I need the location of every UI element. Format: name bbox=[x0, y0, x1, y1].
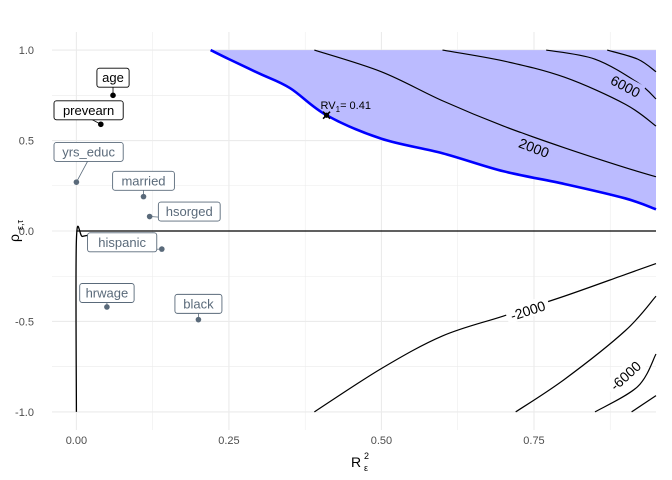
contour-label: -2000 bbox=[504, 295, 551, 325]
covariate-label-box bbox=[53, 100, 124, 121]
covariate-label: hsorged bbox=[166, 204, 213, 219]
covariate-label: prevearn bbox=[63, 103, 114, 118]
covariate-prevearn: prevearn bbox=[53, 100, 124, 128]
y-axis-title-sub: ε,τ bbox=[15, 219, 25, 230]
covariate-label: hrwage bbox=[86, 286, 129, 301]
y-tick-label: 0.0 bbox=[19, 226, 34, 238]
breakdown-shaded-region bbox=[210, 50, 656, 210]
covariate-label: yrs_educ bbox=[62, 144, 115, 159]
covariate-leader bbox=[76, 159, 89, 183]
x-axis-title-sub: ε bbox=[364, 463, 368, 473]
covariate-label: hispanic bbox=[98, 235, 146, 250]
covariate-label-box bbox=[174, 293, 223, 314]
covariate-label: married bbox=[121, 173, 165, 188]
contour-line bbox=[594, 353, 657, 413]
x-tick-label: 0.75 bbox=[523, 435, 544, 447]
contour-line bbox=[607, 49, 657, 73]
covariate-label-box bbox=[112, 170, 175, 191]
covariate-hrwage: hrwage bbox=[79, 283, 135, 310]
covariate-label: black bbox=[183, 296, 214, 311]
covariate-label-box bbox=[87, 232, 158, 253]
x-axis-title-sup: 2 bbox=[364, 451, 369, 461]
covariate-label-box bbox=[157, 201, 221, 222]
x-axis-title-main: R bbox=[351, 454, 361, 470]
rv-point bbox=[323, 112, 330, 118]
contour-line bbox=[631, 395, 657, 413]
contour-label: -6000 bbox=[603, 354, 647, 396]
covariate-black: black bbox=[174, 293, 223, 323]
covariate-hsorged: hsorged bbox=[146, 201, 221, 222]
x-tick-label: 0.50 bbox=[371, 435, 392, 447]
x-tick-label: 0.00 bbox=[66, 435, 87, 447]
covariate-label: age bbox=[102, 70, 124, 85]
zero-contour bbox=[75, 225, 656, 412]
y-tick-label: 0.5 bbox=[19, 136, 34, 148]
covariate-hispanic: hispanic bbox=[87, 232, 165, 253]
y-axis-title: ρ ε,τ bbox=[6, 219, 25, 241]
x-tick-label: 0.25 bbox=[218, 435, 239, 447]
axis-ticks: 0.00 0.25 0.50 0.75 -1.0 -0.5 0.0 0.5 1.0 bbox=[15, 45, 545, 447]
covariate-label-box bbox=[96, 67, 130, 88]
x-axis-title: R 2 ε bbox=[351, 451, 369, 473]
breakdown-boundary-line bbox=[210, 48, 657, 211]
svg-text:R: R bbox=[351, 454, 361, 470]
y-tick-label: 1.0 bbox=[19, 45, 34, 57]
contour-line bbox=[546, 49, 657, 100]
rv-label: RV1= 0.41 bbox=[321, 100, 371, 114]
y-tick-label: -0.5 bbox=[15, 316, 34, 328]
covariate-yrs-educ: yrs_educ bbox=[53, 141, 124, 185]
covariate-age: age bbox=[96, 67, 130, 99]
covariate-married: married bbox=[112, 170, 175, 200]
contour-line bbox=[515, 295, 657, 413]
covariate-label-box bbox=[79, 283, 135, 303]
contour-line bbox=[442, 49, 657, 127]
contour-line bbox=[314, 262, 657, 413]
contour-line bbox=[314, 49, 657, 178]
zero-contour-vertical bbox=[75, 225, 107, 412]
contour-label-text: -2000 bbox=[508, 297, 547, 323]
y-axis-title-main: ρ bbox=[6, 234, 22, 242]
contour-lines bbox=[314, 49, 657, 413]
covariate-label-box bbox=[53, 141, 124, 162]
y-tick-label: -1.0 bbox=[15, 407, 34, 419]
robustness-value-marker: RV1= 0.41 bbox=[321, 100, 371, 120]
